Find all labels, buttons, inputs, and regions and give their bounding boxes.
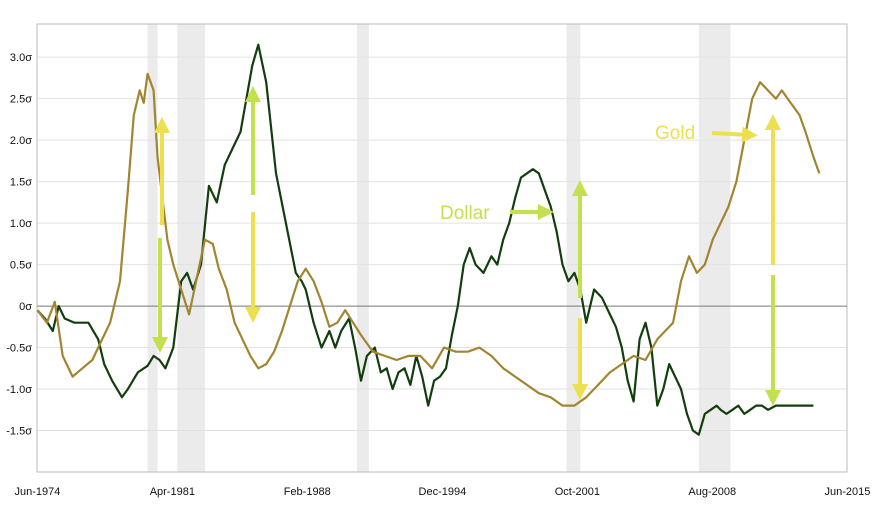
y-tick-labels: 3.0σ 2.5σ 2.0σ 1.5σ 1.0σ 0.5σ 0σ -0.5σ -1.0σ -1.5… <box>6 52 32 437</box>
series-line-0 <box>36 43 814 436</box>
x-tick-label: Feb-1988 <box>284 486 331 498</box>
y-tick-label: 2.5σ <box>10 94 32 106</box>
gold-annotation: Gold <box>655 123 695 144</box>
y-tick-label: -1.5σ <box>6 426 32 438</box>
y-tick-label: -0.5σ <box>6 343 32 355</box>
plot-frame <box>36 23 848 473</box>
y-tick-label: -1.0σ <box>6 384 32 396</box>
shaded-period-3 <box>566 24 581 472</box>
shaded-period-1 <box>177 24 205 472</box>
recession-shading <box>147 24 731 472</box>
shaded-period-0 <box>147 24 158 472</box>
range-arrows <box>152 86 781 406</box>
y-tick-label: 2.0σ <box>10 135 32 147</box>
x-tick-labels: Jun-1974 Apr-1981 Feb-1988 Dec-1994 Oct-2001… <box>14 486 870 498</box>
y-tick-label: 1.5σ <box>10 177 32 189</box>
y-tick-label: 0σ <box>19 301 32 313</box>
x-tick-label: Dec-1994 <box>419 486 467 498</box>
x-tick-label: Oct-2001 <box>555 486 600 498</box>
series-lines <box>36 43 821 436</box>
y-tick-label: 0.5σ <box>10 260 32 272</box>
y-tick-label: 1.0σ <box>10 218 32 230</box>
x-tick-label: Aug-2008 <box>688 486 736 498</box>
dollar-annotation: Dollar <box>440 203 490 224</box>
x-tick-label: Jun-1974 <box>14 486 60 498</box>
shaded-period-2 <box>357 24 369 472</box>
arrow-gold-label <box>711 126 758 143</box>
x-tick-label: Jun-2015 <box>824 486 870 498</box>
x-tick-label: Apr-1981 <box>150 486 195 498</box>
shaded-period-4 <box>698 24 731 472</box>
grid-lines <box>37 56 847 432</box>
series-line-1 <box>36 72 821 407</box>
y-tick-label: 3.0σ <box>10 52 32 64</box>
